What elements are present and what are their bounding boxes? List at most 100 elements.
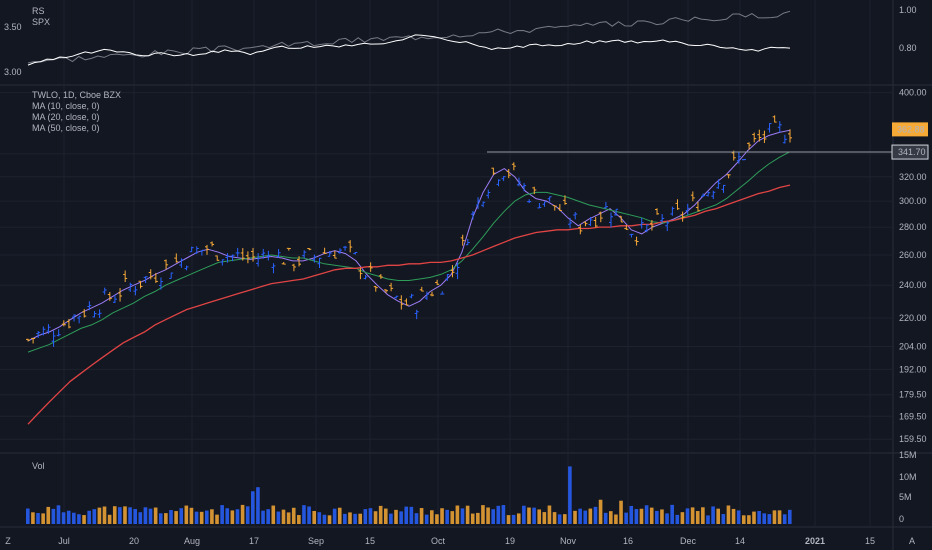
volume-bar [240,504,245,524]
price-axis-tick: 192.00 [899,364,927,374]
volume-bar [337,507,342,524]
last-price-tag [892,122,928,137]
volume-bar [419,508,424,524]
price-axis-tick: 179.50 [899,390,927,400]
price-axis-tick: 159.50 [899,434,927,444]
volume-bar [598,499,603,524]
x-axis-tick: Jul [58,536,70,546]
price-bar [680,211,685,222]
price-bar [404,298,409,306]
volume-bar [670,504,674,524]
volume-bar [271,505,276,524]
volume-bar [634,509,639,524]
volume-bar [711,506,715,524]
auto-scale-icon[interactable]: A [909,536,915,546]
volume-bar [532,507,536,524]
volume-bar [496,505,501,524]
volume-bar [169,510,173,524]
rs-right-tick: 1.00 [899,5,917,15]
ma20-label[interactable]: MA (20, close, 0) [32,112,100,122]
price-bar [291,263,296,272]
price-bar [204,244,209,255]
ma10-label[interactable]: MA (10, close, 0) [32,101,100,111]
price-bar [327,250,332,257]
price-bar [138,280,143,289]
price-bar [363,275,368,280]
price-bar [665,221,670,232]
price-bar [92,311,97,318]
symbol-label[interactable]: TWLO, 1D, Cboe BZX [32,90,122,100]
volume-bar [731,508,736,524]
price-bar [706,191,711,197]
volume-bar [552,512,557,524]
volume-bar [87,510,91,524]
volume-bar [302,505,306,524]
volume-bar [363,509,368,524]
volume-bar [368,508,373,524]
price-bar [619,215,624,223]
volume-bar [261,510,265,524]
volume-bar [164,513,168,524]
volume-bar [741,515,746,524]
volume-bar [690,507,695,524]
price-bar [511,162,516,171]
price-bar [721,184,726,193]
price-bar [383,289,388,293]
volume-bar [97,507,102,524]
volume-bar [174,511,178,524]
volume-pane [26,466,792,524]
price-bar [788,129,792,143]
price-bar [455,262,460,280]
x-axis-tick: 17 [249,536,259,546]
price-bar [153,272,158,283]
price-bar [747,142,752,150]
volume-bar [409,506,414,524]
volume-bar [470,513,475,524]
price-bar [450,265,455,278]
price-bar [419,286,424,292]
volume-bar [455,505,460,524]
price-bar [614,208,619,216]
volume-bar [752,511,756,524]
price-bar [72,314,77,322]
volume-bar [501,505,506,524]
price-bar [552,205,557,211]
volume-bar [235,509,240,524]
x-axis-tick: 19 [505,536,515,546]
price-bar [31,337,36,344]
volume-bar [609,511,613,524]
timezone-icon[interactable]: Z [5,536,11,546]
volume-bar [210,509,214,524]
price-bar [644,224,649,233]
price-bar [752,132,757,143]
price-bar [777,121,782,133]
price-bar [522,183,527,192]
x-axis-tick: 2021 [805,536,825,546]
volume-bar [394,509,398,524]
volume-bar [614,514,618,524]
volume-bar [56,505,61,524]
volume-bar [695,511,700,524]
price-axis-tick: 204.00 [899,341,927,351]
x-axis-tick: 14 [735,536,745,546]
ma50-label[interactable]: MA (50, close, 0) [32,123,100,133]
price-bar [491,167,496,176]
price-bar [158,277,163,290]
volume-bar [619,500,623,524]
volume-bar [578,508,582,524]
price-legend[interactable]: TWLO, 1D, Cboe BZX MA (10, close, 0) MA … [32,90,121,134]
price-bar [215,255,220,261]
price-bar [481,201,486,208]
price-bar [230,254,235,262]
price-bar [36,330,41,339]
volume-bar [72,512,76,524]
price-bar [240,248,245,261]
volume-bar [542,512,547,524]
axes: 400.00340.00320.00300.00280.00260.00240.… [4,5,929,546]
volume-bar [593,506,598,524]
volume-bar [675,514,680,524]
volume-bar [440,508,444,524]
ma10-line [27,129,791,342]
